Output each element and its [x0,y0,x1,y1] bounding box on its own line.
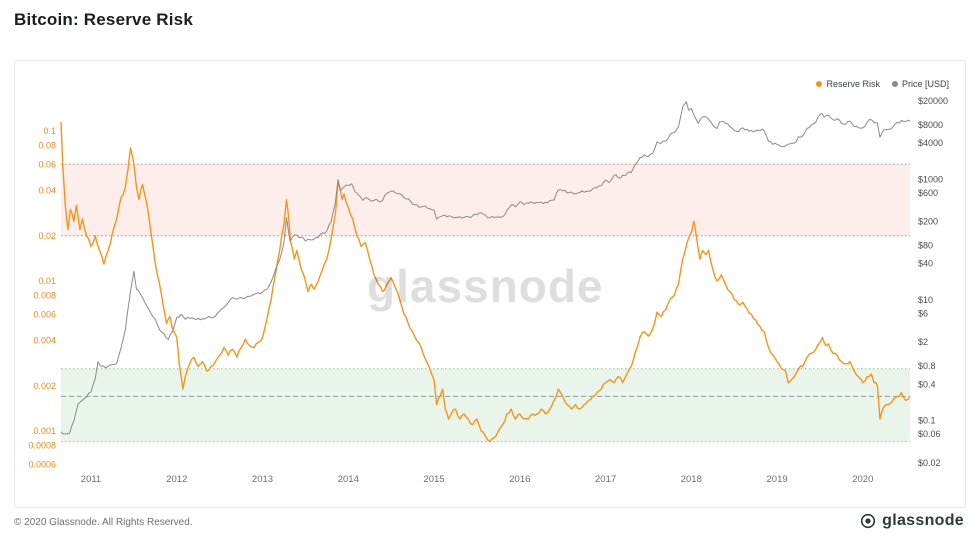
legend-label-reserve-risk: Reserve Risk [826,79,880,89]
svg-text:$2: $2 [918,337,928,347]
svg-text:0.0008: 0.0008 [28,441,56,451]
chart-card: 0.1 0.08 0.06 0.04 0.02 0.01 0.008 0.006 0.004 0.… [14,60,966,508]
svg-text:2014: 2014 [338,474,359,485]
low-risk-band [61,368,910,442]
svg-text:0.08: 0.08 [38,141,56,151]
svg-text:$0.8: $0.8 [918,361,936,371]
svg-text:0.01: 0.01 [38,276,56,286]
svg-text:0.06: 0.06 [38,159,56,169]
legend-item-price[interactable]: Price [USD] [891,79,949,89]
legend-label-price: Price [USD] [901,79,949,89]
svg-text:$8000: $8000 [918,120,943,130]
reserve-risk-chart[interactable]: 0.1 0.08 0.06 0.04 0.02 0.01 0.008 0.006 0.004 0.… [15,61,965,507]
svg-text:0.006: 0.006 [33,309,56,319]
svg-text:2017: 2017 [595,474,616,485]
svg-text:$600: $600 [918,188,938,198]
reserve-risk-dot-icon [816,81,823,87]
glassnode-logo: glassnode [860,512,964,530]
svg-text:$200: $200 [918,217,938,227]
series-price-usd- [60,101,911,435]
svg-text:0.004: 0.004 [33,336,56,346]
svg-text:2018: 2018 [681,474,702,485]
svg-text:0.002: 0.002 [33,381,56,391]
svg-text:2019: 2019 [767,474,788,485]
svg-text:$40: $40 [918,259,933,269]
series-reserve-risk [60,121,911,443]
legend-item-reserve-risk[interactable]: Reserve Risk [816,79,880,89]
glassnode-logo-icon [861,513,876,529]
svg-text:$1000: $1000 [918,175,943,185]
svg-text:0.0006: 0.0006 [28,459,56,469]
svg-text:2011: 2011 [81,474,101,485]
svg-text:2016: 2016 [509,474,530,485]
svg-text:2020: 2020 [852,474,873,485]
svg-text:$10: $10 [918,295,933,305]
price-dot-icon [891,81,898,87]
svg-text:$80: $80 [918,241,933,251]
copyright-text: © 2020 Glassnode. All Rights Reserved. [14,517,193,528]
svg-text:0.1: 0.1 [43,126,56,136]
svg-text:0.04: 0.04 [38,186,56,196]
glassnode-logo-text: glassnode [882,512,964,529]
svg-text:0.001: 0.001 [33,426,56,436]
page-title: Bitcoin: Reserve Risk [14,10,193,29]
svg-text:2015: 2015 [423,474,444,485]
svg-text:2012: 2012 [166,474,187,485]
high-risk-band [61,164,910,236]
svg-text:$4000: $4000 [918,138,943,148]
svg-text:$0.4: $0.4 [918,379,936,389]
svg-text:$0.1: $0.1 [918,416,936,426]
svg-text:0.008: 0.008 [33,291,56,301]
svg-text:0.02: 0.02 [38,231,56,241]
svg-text:$0.06: $0.06 [918,429,941,439]
svg-text:$0.02: $0.02 [918,458,941,468]
svg-text:$20000: $20000 [918,96,948,106]
svg-text:$6: $6 [918,308,928,318]
chart-legend: Reserve Risk Price [USD] [816,79,949,89]
svg-text:2013: 2013 [252,474,273,485]
